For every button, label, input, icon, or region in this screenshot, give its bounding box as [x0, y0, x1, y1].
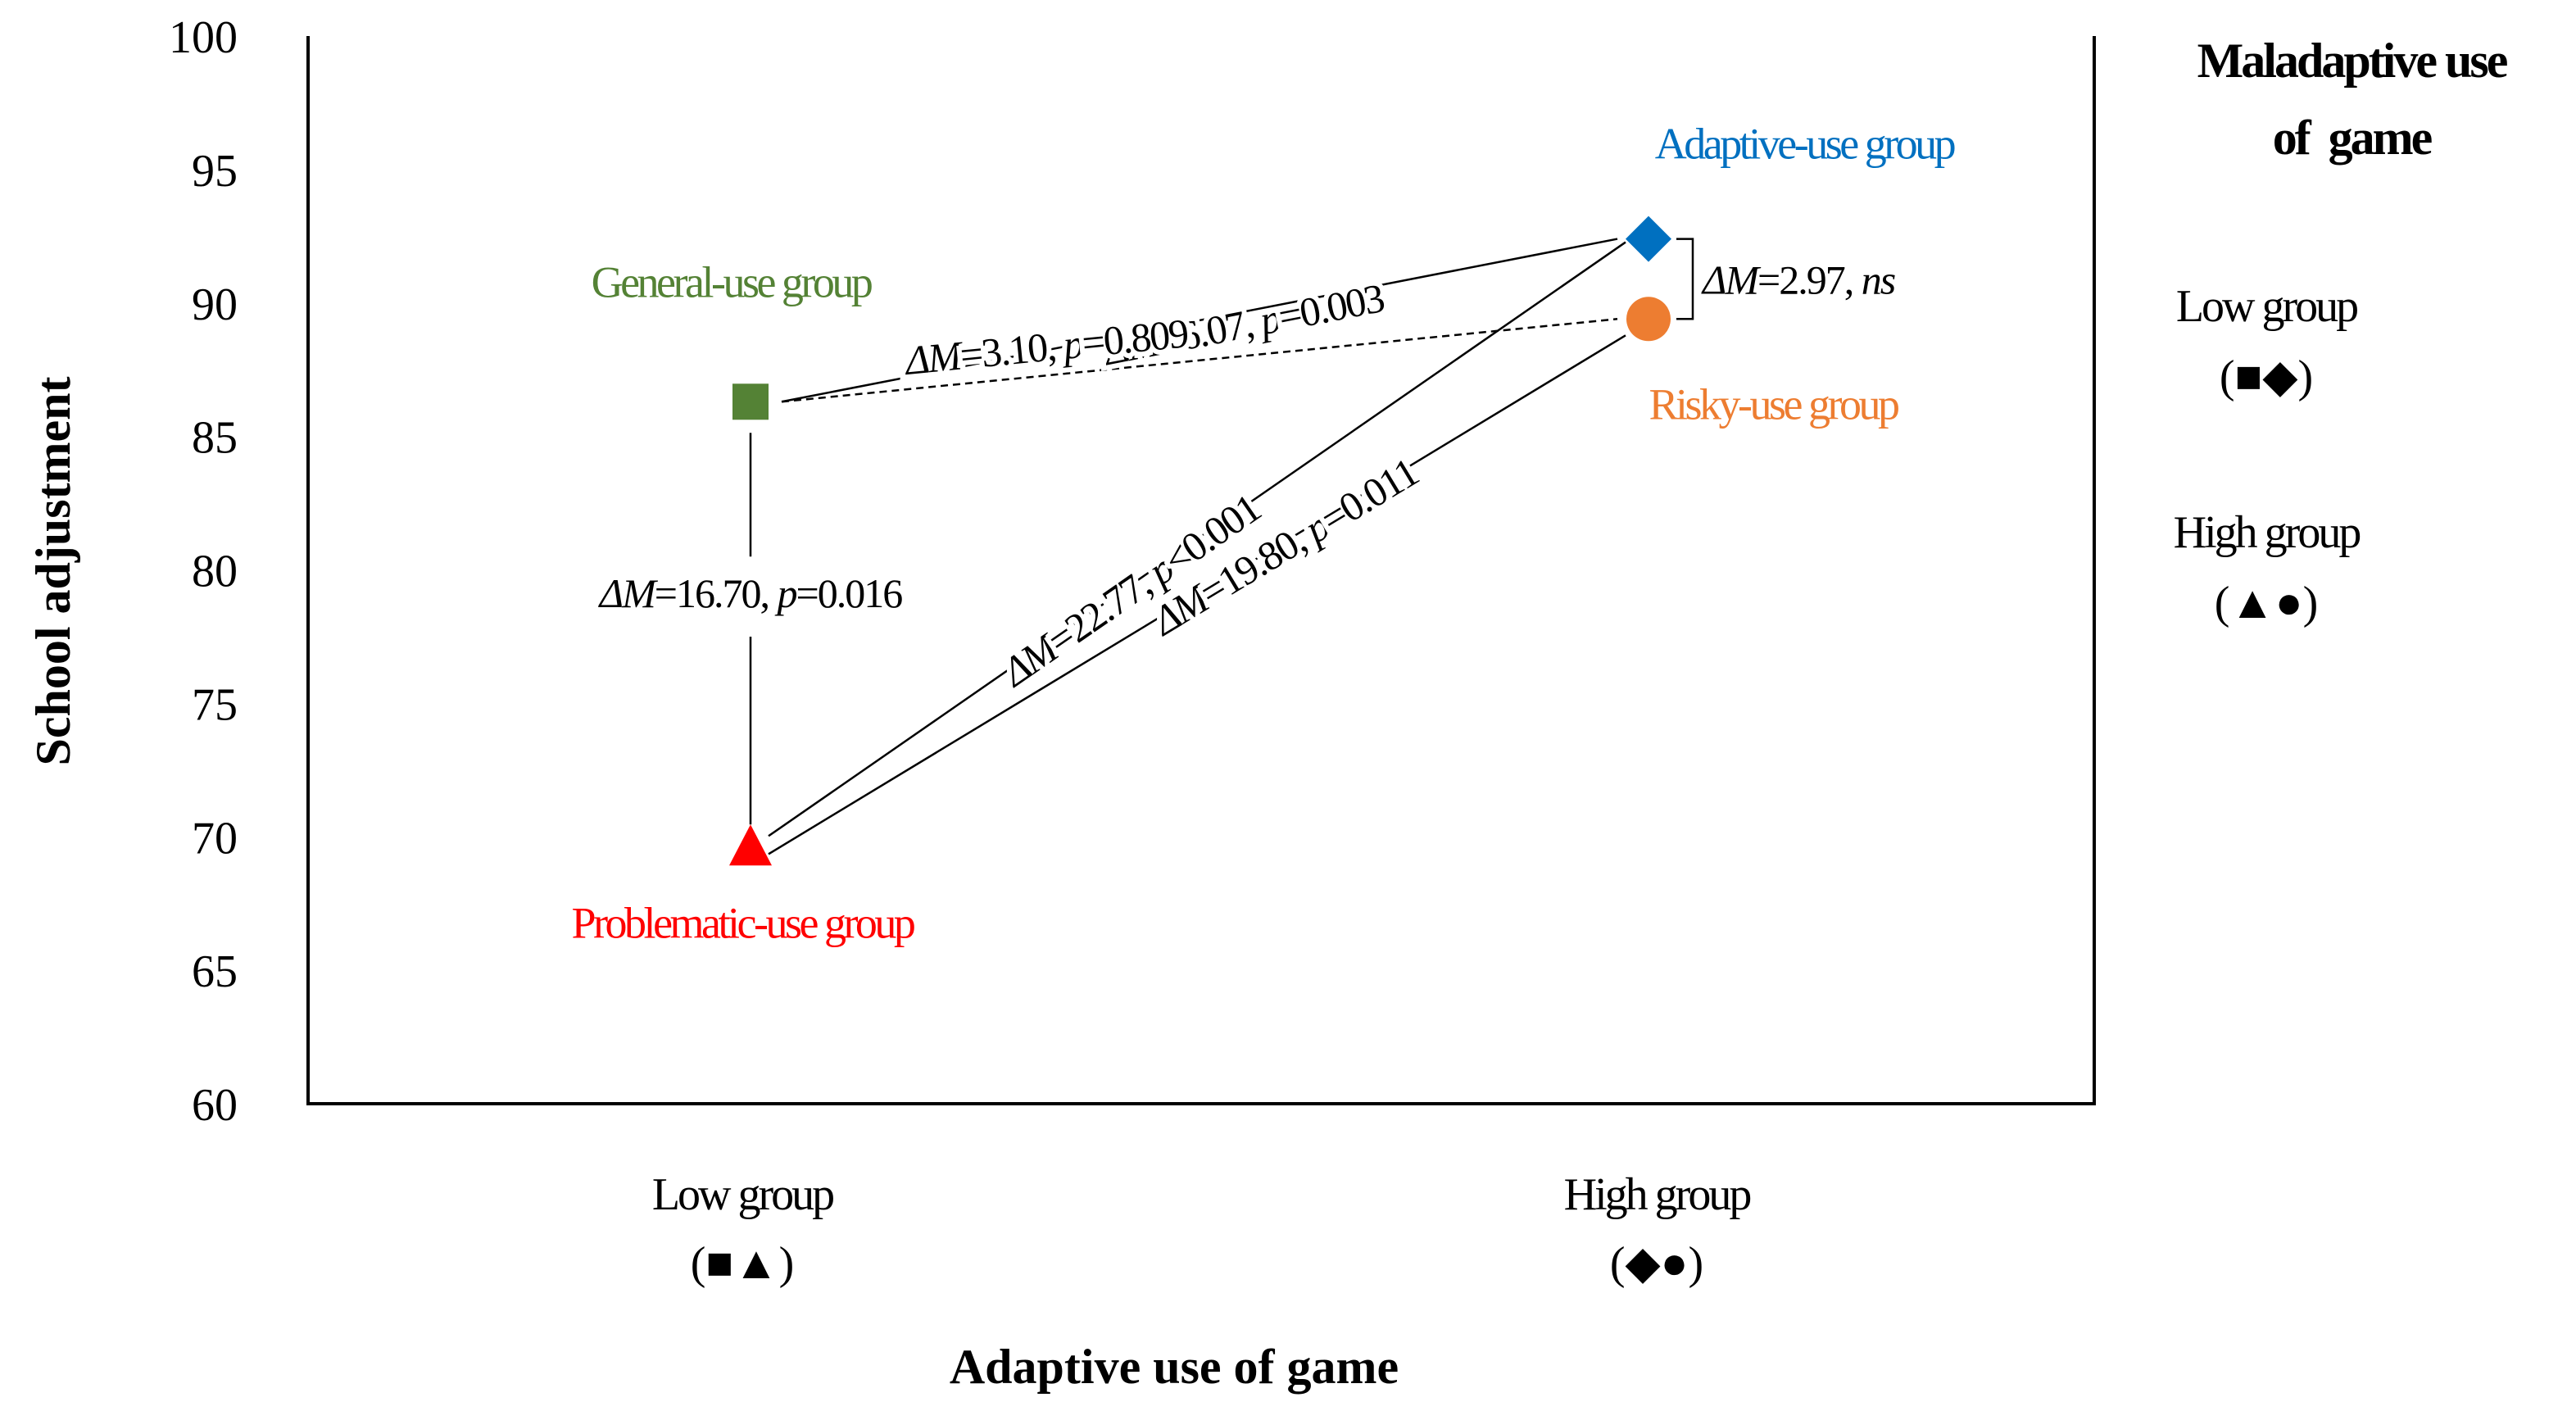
comparison-lines: [749, 238, 1694, 855]
marker-general-use-group: [732, 383, 769, 420]
point-label-general-use-group: General-use group: [592, 257, 872, 306]
y-axis-title: School adjustment: [26, 376, 80, 765]
y-tick-label: 70: [192, 813, 238, 864]
y-tick-label: 90: [192, 279, 238, 330]
y-tick-label: 65: [192, 946, 238, 997]
y-tick-label: 95: [192, 146, 238, 197]
comparison-general-use-group-adaptive-use-group-line: [781, 238, 1618, 403]
x-category-high-label: High group: [1564, 1169, 1751, 1220]
legend-entry-high-label: High group: [2174, 507, 2361, 558]
comparison-problematic-use-group-adaptive-use-group-line: [768, 241, 1626, 837]
marker-adaptive-use-group: [1626, 215, 1671, 262]
marker-risky-use-group: [1626, 297, 1671, 342]
comparison-adaptive-use-group-risky-use-group-line: [1676, 238, 1694, 320]
x-axis-title: Adaptive use of game: [950, 1340, 1399, 1394]
y-tick-label: 85: [192, 413, 238, 464]
legend-entry-low-symbols: (■◆): [2220, 352, 2313, 402]
data-markers: [729, 215, 1671, 866]
marker-problematic-use-group: [729, 824, 772, 866]
point-label-adaptive-use-group: Adaptive-use group: [1655, 120, 1955, 169]
point-label-risky-use-group: Risky-use group: [1649, 379, 1898, 429]
y-tick-label: 60: [192, 1080, 238, 1131]
y-tick-label: 75: [192, 679, 238, 730]
comparison-adaptive-use-group-risky-use-group-label: ΔM=2.97, ns: [1701, 256, 1895, 302]
x-category-low-label: Low group: [652, 1169, 833, 1220]
point-labels: General-use group Problematic-use group Ad…: [572, 120, 1958, 948]
y-tick-labels: 60 65 70 75 80 85 90 95 100: [169, 12, 238, 1131]
x-category-high-symbols: (◆●): [1610, 1238, 1703, 1289]
legend: Maladaptive use of game Low group (■◆) H…: [2174, 34, 2510, 628]
comparison-general-use-group-risky-use-group-line: [781, 318, 1618, 403]
legend-entry-low-label: Low group: [2176, 281, 2357, 332]
y-tick-label: 80: [192, 547, 238, 597]
legend-title-line1: Maladaptive use: [2197, 34, 2508, 88]
comparison-problematic-use-group-risky-use-group-line: [768, 334, 1626, 855]
legend-title-line2: of game: [2273, 111, 2433, 165]
y-tick-label: 100: [169, 12, 238, 63]
comparison-general-use-group-risky-use-group-label: ΔM=3.10, p=0.809: [901, 310, 1189, 383]
x-category-low-symbols: (■▲): [691, 1238, 795, 1289]
point-label-problematic-use-group: Problematic-use group: [572, 898, 914, 947]
comparison-general-use-group-problematic-use-group-label: ΔM=16.70, p=0.016: [598, 570, 902, 616]
comparison-general-use-group-risky-use-group-label-group: ΔM=3.10, p=0.809: [896, 305, 1194, 388]
legend-entry-high-symbols: (▲●): [2215, 578, 2319, 628]
